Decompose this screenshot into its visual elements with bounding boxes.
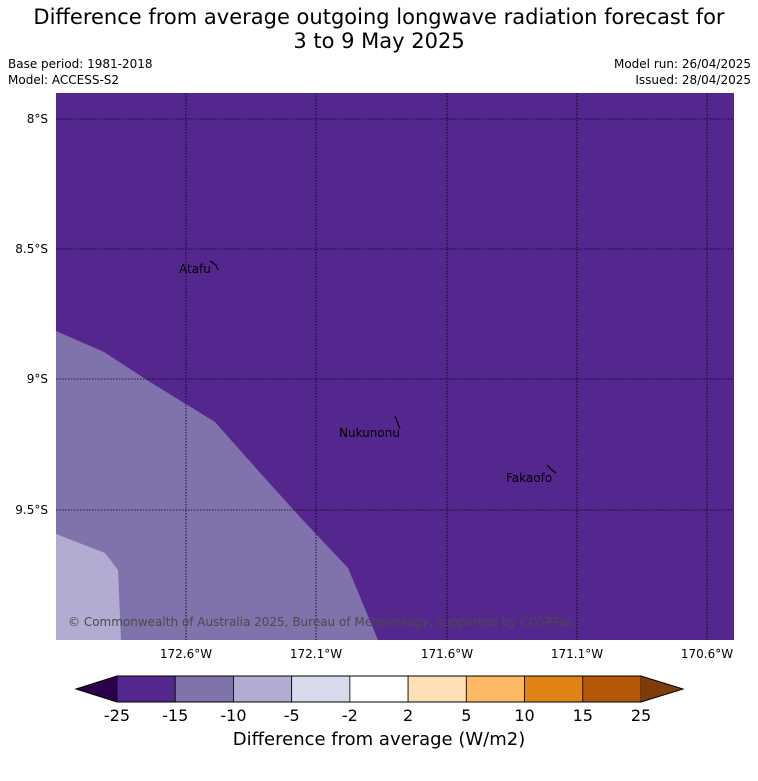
colorbar-extend-high — [641, 676, 683, 702]
title-line-1: Difference from average outgoing longwav… — [33, 5, 725, 29]
colorbar-segment — [349, 675, 409, 703]
fakaofo-atoll-shape — [546, 464, 557, 474]
lon-label-170-6w: 170.6°W — [681, 647, 733, 661]
colorbar-tick-label: -2 — [342, 706, 358, 725]
colorbar-tick-label: -15 — [162, 706, 188, 725]
colorbar-segment — [524, 675, 584, 703]
colorbar-segment — [116, 675, 176, 703]
lat-labels: 8°S 8.5°S 9°S 9.5°S — [15, 112, 48, 517]
colorbar-segment — [407, 675, 467, 703]
region-minus15-minus10 — [56, 331, 378, 640]
colorbar-tick-label: 10 — [514, 706, 534, 725]
colorbar-segment — [465, 675, 525, 703]
map-panel: Atafu Nukunonu Fakaofo © Commonwealth of… — [56, 93, 734, 640]
colorbar-tick-label: -25 — [104, 706, 130, 725]
copyright-notice: © Commonwealth of Australia 2025, Bureau… — [68, 615, 573, 629]
model-name: Model: ACCESS-S2 — [8, 73, 120, 87]
nukunonu-atoll-shape — [394, 415, 401, 430]
colorbar-segments — [116, 675, 642, 703]
lat-label-8s: 8°S — [27, 112, 48, 126]
lon-label-172-6w: 172.6°W — [160, 647, 212, 661]
place-atafu: Atafu — [179, 262, 211, 276]
title-line-2: 3 to 9 May 2025 — [293, 29, 465, 53]
lon-labels: 172.6°W 172.1°W 171.6°W 171.1°W 170.6°W — [160, 647, 733, 661]
colorbar-tick-label: 5 — [461, 706, 471, 725]
colorbar-segment — [582, 675, 642, 703]
region-minus10-minus5 — [56, 534, 121, 640]
colorbar-segment — [233, 675, 293, 703]
lon-label-171-1w: 171.1°W — [551, 647, 603, 661]
colorbar-segment — [291, 675, 351, 703]
colorbar-tick-label: -5 — [284, 706, 300, 725]
colorbar-tick-label: 2 — [403, 706, 413, 725]
meta-right: Model run: 26/04/2025 Issued: 28/04/2025 — [614, 56, 751, 88]
colorbar-title: Difference from average (W/m2) — [232, 729, 526, 750]
issued-date: Issued: 28/04/2025 — [635, 73, 751, 87]
lon-label-172-1w: 172.1°W — [290, 647, 342, 661]
colorbar-tick-label: 25 — [631, 706, 651, 725]
colorbar-tick-label: -10 — [220, 706, 246, 725]
base-period: Base period: 1981-2018 — [8, 57, 153, 71]
colorbar-segment — [174, 675, 234, 703]
lat-label-9s: 9°S — [27, 372, 48, 386]
atafu-atoll-shape — [209, 260, 219, 271]
chart-title: Difference from average outgoing longwav… — [0, 5, 758, 53]
place-fakaofo: Fakaofo — [506, 471, 552, 485]
model-run: Model run: 26/04/2025 — [613, 57, 751, 71]
place-nukunonu: Nukunonu — [339, 426, 400, 440]
lat-label-8-5s: 8.5°S — [15, 242, 48, 256]
meta-left: Base period: 1981-2018 Model: ACCESS-S2 — [8, 56, 153, 88]
colorbar-extend-low — [76, 676, 117, 702]
colorbar: -25 -15 -10 -5 -2 2 5 10 15 25 — [74, 675, 685, 725]
colorbar-tick-label: 15 — [573, 706, 593, 725]
lat-label-9-5s: 9.5°S — [15, 503, 48, 517]
colorbar-ticks: -25 -15 -10 -5 -2 2 5 10 15 25 — [104, 706, 651, 725]
gridlines — [56, 93, 734, 640]
lon-label-171-6w: 171.6°W — [421, 647, 473, 661]
colorbar-outline — [74, 675, 685, 703]
